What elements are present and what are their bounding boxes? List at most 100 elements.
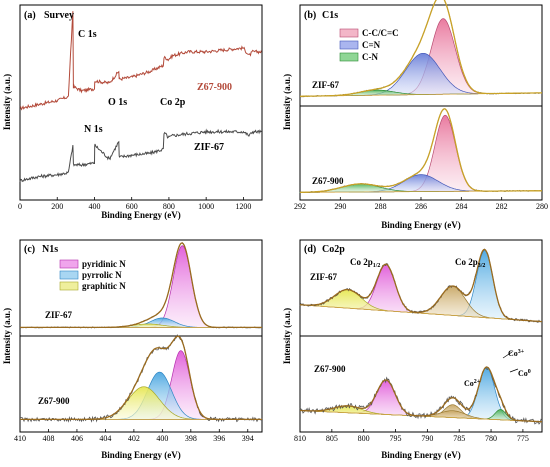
survey-x-tick-label: 0 (18, 202, 22, 211)
panel-c-xlabel: Binding Energy (eV) (101, 450, 181, 460)
co2p-x-tick-label: 810 (294, 434, 306, 443)
survey-x-tick-label: 200 (51, 202, 63, 211)
series-label-zif67: ZIF-67 (312, 80, 340, 90)
panel-a-ylabel: Intensity (a.u.) (2, 74, 12, 130)
peak-label-co3plus: Co3+ (508, 349, 525, 358)
co3plus-pointer (502, 351, 513, 359)
n1s-x-tick-label: 396 (213, 434, 225, 443)
peak-label-co2p: Co 2p (160, 97, 186, 108)
panel-c-legend: pyridinic N pyrrolic N graphitic N (59, 259, 126, 291)
c1s-zif67-plot (299, 0, 543, 98)
panel-n1s: (c) N1s pyridinic N pyrrolic N graphitic… (2, 239, 263, 460)
panel-a-tag: (a) (24, 10, 36, 21)
panel-survey: (a) Survey C 1s N 1s O 1s Co 2p Z67-900 … (2, 4, 263, 220)
peak-label-co2plus: Co2+ (464, 379, 481, 388)
series-label-z67-900: Z67-900 (197, 82, 232, 93)
panel-co2p: (d) Co2p Co 2p1/2 Co 2p3/2 Co2+ Co3+ Co0… (282, 239, 543, 460)
peak-label-o1s: O 1s (108, 97, 127, 108)
panel-b-ylabel: Intensity (a.u.) (282, 74, 292, 130)
co2p-x-tick-label: 785 (453, 434, 465, 443)
co2p-x-tick-label: 795 (390, 434, 402, 443)
survey-x-tick-label: 800 (163, 202, 175, 211)
co2p-x-tick-label: 790 (421, 434, 433, 443)
fit-envelope-line (20, 335, 262, 421)
n1s-x-tick-label: 394 (242, 434, 254, 443)
panel-b-legend: C-C/C=C C=N C-N (339, 28, 399, 62)
legend-swatch-graphitic (59, 281, 79, 291)
n1s-z67-900-plot (19, 334, 263, 423)
c1s-x-tick-label: 292 (294, 202, 306, 211)
c1s-x-tick-label: 286 (415, 202, 427, 211)
survey-line-z67-900 (19, 11, 262, 111)
c1s-z67-900-plot (299, 108, 542, 194)
fit-envelope-line (300, 108, 542, 193)
c1s-x-tick-label: 288 (375, 202, 387, 211)
panel-b-tag: (b) (304, 10, 316, 21)
n1s-x-tick-label: 402 (128, 434, 140, 443)
n1s-x-tick-label: 408 (42, 434, 54, 443)
peak-label-co2p-half: Co 2p1/2 (350, 257, 380, 269)
peak-label-c1s: C 1s (78, 29, 97, 40)
fit-envelope-line (300, 0, 543, 97)
panel-d-xlabel: Binding Energy (eV) (381, 450, 461, 460)
survey-line-zif67 (19, 128, 262, 183)
n1s-x-tick-label: 400 (156, 434, 168, 443)
panel-c-tag: (c) (24, 244, 35, 255)
panel-b-frame (299, 4, 543, 201)
survey-plot-area (19, 11, 262, 183)
co2p-z67-900-plot (299, 366, 543, 425)
legend-label-graphitic: graphitic N (82, 281, 126, 291)
panel-a-xticks: 0 200 400 600 800 1000 1200 (18, 197, 251, 211)
panel-a-title: Survey (44, 10, 74, 21)
legend-label-cn-single: C-N (362, 52, 378, 62)
panel-b-xlabel: Binding Energy (eV) (381, 220, 461, 230)
survey-x-tick-label: 400 (88, 202, 100, 211)
n1s-zif67-plot (19, 242, 263, 329)
survey-x-tick-label: 1000 (198, 202, 214, 211)
c1s-x-tick-label: 290 (334, 202, 346, 211)
peak-label-n1s: N 1s (84, 124, 103, 135)
legend-swatch-cc (339, 28, 359, 38)
co2p-zif67-plot (299, 248, 543, 323)
series-label-zif67: ZIF-67 (194, 142, 224, 153)
c1s-x-tick-label: 284 (455, 202, 467, 211)
n1s-x-tick-label: 410 (14, 434, 26, 443)
panel-c-ylabel: Intensity (a.u.) (2, 308, 12, 364)
panel-a-frame (19, 4, 263, 201)
series-label-z67-900: Z67-900 (38, 396, 70, 406)
legend-label-cc: C-C/C=C (362, 28, 399, 38)
panel-c1s: (b) C1s C-C/C=C C=N C-N ZIF-67 Z67-900 B… (282, 0, 548, 230)
survey-x-tick-label: 1200 (235, 202, 251, 211)
legend-label-pyrrolic: pyrrolic N (82, 270, 122, 280)
n1s-x-tick-label: 404 (99, 434, 111, 443)
co2p-x-tick-label: 775 (517, 434, 529, 443)
n1s-x-tick-label: 406 (71, 434, 83, 443)
survey-x-tick-label: 600 (126, 202, 138, 211)
legend-label-cn-double: C=N (362, 40, 381, 50)
co2p-x-tick-label: 800 (358, 434, 370, 443)
panel-b-title: C1s (322, 10, 338, 21)
co2p-x-tick-label: 805 (326, 434, 338, 443)
fit-background-line (299, 304, 543, 322)
panel-d-title: Co2p (322, 244, 345, 255)
panel-d-ylabel: Intensity (a.u.) (282, 308, 292, 364)
legend-label-pyridinic: pyridinic N (82, 259, 126, 269)
series-label-z67-900: Z67-900 (312, 176, 344, 186)
panel-d-tag: (d) (304, 244, 316, 255)
fit-envelope-line (300, 366, 542, 423)
co0-pointer (509, 368, 519, 373)
panel-a-xlabel: Binding Energy (eV) (101, 210, 181, 220)
series-label-zif67: ZIF-67 (45, 310, 73, 320)
series-label-z67-900: Z67-900 (314, 364, 346, 374)
series-label-zif67: ZIF-67 (310, 272, 338, 282)
peak-label-co0: Co0 (518, 369, 531, 378)
c1s-x-tick-label: 282 (496, 202, 508, 211)
panel-d-xticks: 810 805 800 795 790 785 780 775 (294, 429, 529, 443)
legend-swatch-cn-double (339, 40, 359, 50)
co2p-x-tick-label: 780 (485, 434, 497, 443)
panel-c-xticks: 410 408 406 404 402 400 398 396 394 (14, 429, 254, 443)
fit-envelope-line (300, 248, 543, 323)
legend-swatch-cn-single (339, 52, 359, 62)
